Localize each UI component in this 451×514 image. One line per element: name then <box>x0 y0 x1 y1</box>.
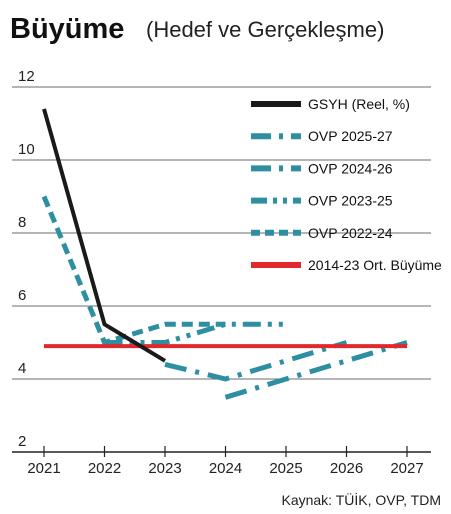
chart-subtitle: (Hedef ve Gerçekleşme) <box>146 17 384 42</box>
legend: GSYH (Reel, %) OVP 2025-27 OVP 2024-26 OVP … <box>251 96 442 273</box>
x-tick-label: 2022 <box>88 460 121 477</box>
gridlines <box>12 86 431 380</box>
legend-label: OVP 2025-27 <box>308 128 393 144</box>
source-note: Kaynak: TÜİK, OVP, TDM <box>281 491 441 508</box>
y-tick-label: 2 <box>18 433 26 450</box>
x-tick-label: 2024 <box>209 460 242 477</box>
series-line-4 <box>104 321 286 345</box>
series-line-3 <box>164 340 348 382</box>
legend-label: 2014-23 Ort. Büyüme <box>308 257 442 273</box>
y-tick-label: 12 <box>18 68 35 85</box>
x-tick-label: 2027 <box>390 460 423 477</box>
x-tick-label: 2021 <box>27 460 60 477</box>
legend-label: OVP 2024-26 <box>308 160 393 176</box>
x-tick-label: 2025 <box>269 460 302 477</box>
x-axis: 2021 2022 2023 2024 2025 2026 2027 <box>12 446 431 477</box>
x-tick-label: 2023 <box>148 460 181 477</box>
y-tick-label: 6 <box>18 287 26 304</box>
series-lines <box>41 108 408 400</box>
chart-title: Büyüme <box>10 13 124 45</box>
y-tick-label: 10 <box>18 141 35 158</box>
y-axis-ticks: 2 4 6 8 10 12 <box>18 68 35 450</box>
y-tick-label: 8 <box>18 214 26 231</box>
legend-label: OVP 2023-25 <box>308 193 393 209</box>
y-tick-label: 4 <box>18 360 26 377</box>
legend-label: GSYH (Reel, %) <box>308 96 410 112</box>
series-line-2 <box>224 340 408 400</box>
x-tick-label: 2026 <box>330 460 363 477</box>
series-line-1 <box>42 108 167 363</box>
legend-label: OVP 2022-24 <box>308 225 393 241</box>
series-line-5 <box>41 195 226 345</box>
